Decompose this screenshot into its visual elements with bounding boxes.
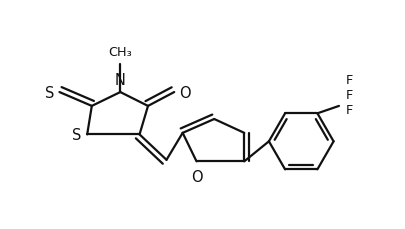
Text: S: S: [72, 127, 81, 142]
Text: S: S: [45, 85, 54, 100]
Text: O: O: [190, 169, 202, 184]
Text: O: O: [179, 85, 191, 100]
Text: N: N: [115, 72, 126, 87]
Text: CH₃: CH₃: [108, 46, 132, 59]
Text: F
F
F: F F F: [345, 74, 352, 116]
